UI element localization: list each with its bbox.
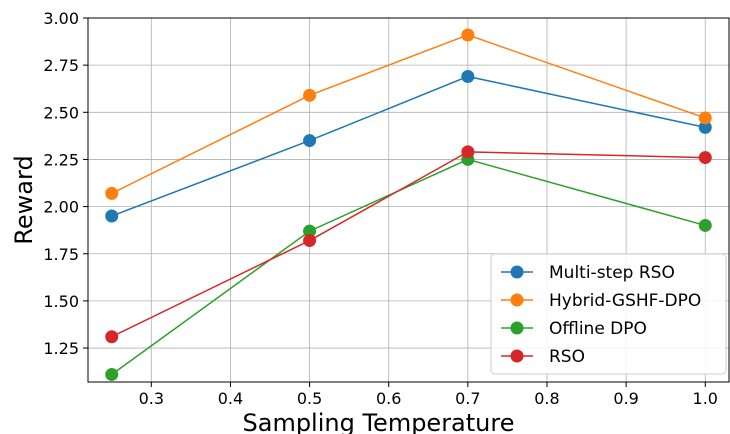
y-tick-label: 1.25 <box>43 339 79 358</box>
data-point <box>105 367 119 381</box>
x-tick-label: 0.5 <box>297 389 322 408</box>
x-tick-label: 0.7 <box>455 389 480 408</box>
data-point <box>461 69 475 83</box>
legend-item: RSO <box>501 347 585 367</box>
series-line <box>111 158 706 376</box>
data-point <box>461 28 475 42</box>
y-tick-label: 2.75 <box>43 56 79 75</box>
y-tick-label: 3.00 <box>43 9 79 28</box>
x-tick-label: 0.4 <box>218 389 243 408</box>
legend-label: Offline DPO <box>549 319 647 339</box>
data-point <box>105 186 119 200</box>
series-hybrid-gshf-dpo <box>105 28 712 200</box>
legend-marker <box>510 349 524 363</box>
series-multi-step-rso <box>105 69 712 223</box>
legend-item: Hybrid-GSHF-DPO <box>501 291 701 311</box>
data-point <box>105 330 119 344</box>
legend-marker <box>510 321 524 335</box>
data-point <box>698 120 712 134</box>
data-point <box>461 145 475 159</box>
data-point <box>303 134 317 148</box>
data-point <box>698 151 712 165</box>
series-line <box>111 34 706 195</box>
data-point <box>303 234 317 248</box>
y-tick-label: 2.25 <box>43 150 79 169</box>
series-rso <box>105 145 712 344</box>
plot-frame <box>87 17 730 383</box>
data-point <box>105 209 119 223</box>
legend-label: Multi-step RSO <box>549 263 675 283</box>
series-line <box>111 151 706 338</box>
x-tick-label: 0.9 <box>613 389 638 408</box>
legend-item: Multi-step RSO <box>501 263 675 283</box>
legend-box <box>490 253 727 375</box>
legend: Multi-step RSO Hybrid-GSHF-DPO Offline DPO… <box>490 253 727 375</box>
legend-label: Hybrid-GSHF-DPO <box>549 291 701 311</box>
legend-item: Offline DPO <box>501 319 647 339</box>
y-tick-label: 2.50 <box>43 103 79 122</box>
data-point <box>303 88 317 102</box>
series-line <box>111 75 706 217</box>
x-tick-label: 0.8 <box>534 389 559 408</box>
x-tick-label: 0.3 <box>139 389 164 408</box>
x-tick-label: 1.0 <box>693 389 718 408</box>
x-axis-title: Sampling Temperature <box>243 409 515 434</box>
legend-marker <box>510 293 524 307</box>
y-tick-label: 2.00 <box>43 198 79 217</box>
y-tick-label: 1.50 <box>43 292 79 311</box>
axis-ticks: 0.3 0.4 0.5 0.6 0.7 0.8 0.9 1.0 1.25 1.50 1.75 2.00… <box>43 9 718 408</box>
y-axis-title: Reward <box>10 155 38 244</box>
legend-label: RSO <box>549 347 585 367</box>
data-point <box>698 218 712 232</box>
data-point <box>698 111 712 125</box>
series-lines <box>105 28 712 381</box>
x-tick-label: 0.6 <box>376 389 401 408</box>
legend-marker <box>510 265 524 279</box>
data-point <box>303 224 317 238</box>
y-tick-label: 1.75 <box>43 245 79 264</box>
